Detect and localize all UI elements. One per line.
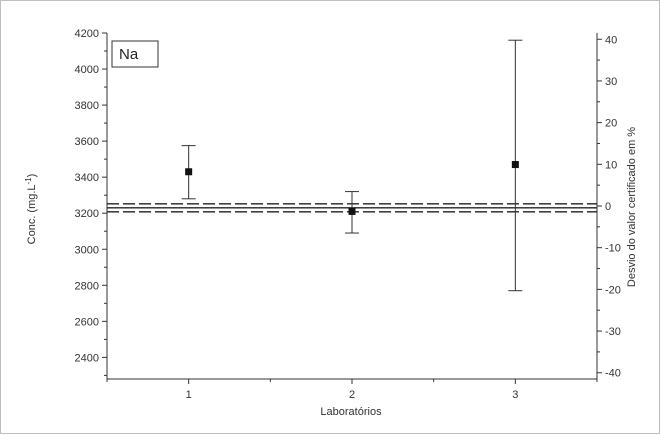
ticks-group: 2400260028003000320034003600380040004200… xyxy=(75,28,621,401)
y-tick-label: 3600 xyxy=(75,136,99,148)
inset-label: Na xyxy=(119,46,139,63)
inset-label-box: Na xyxy=(111,40,159,68)
data-point xyxy=(185,168,193,176)
y-axis-label-sup: -1 xyxy=(24,177,33,185)
y-tick-label: 3000 xyxy=(75,244,99,256)
y2-tick-label: 40 xyxy=(605,34,617,46)
y-tick-label: 3800 xyxy=(75,100,99,112)
y-tick-label: 3400 xyxy=(75,172,99,184)
y2-tick-label: 20 xyxy=(605,118,617,130)
y-tick-label: 4200 xyxy=(75,28,99,40)
data-marks-group xyxy=(181,39,523,292)
y2-tick-label: 0 xyxy=(605,201,611,213)
y-axis-label-main: Conc. (mg.L xyxy=(26,184,38,244)
y-tick-label: 2800 xyxy=(75,280,99,292)
y-tick-label: 4000 xyxy=(75,64,99,76)
y-axis-label: Conc. (mg.L-1) xyxy=(24,174,39,245)
y-tick-label: 2400 xyxy=(75,352,99,364)
y2-tick-label: -30 xyxy=(605,326,621,338)
data-point xyxy=(348,207,356,215)
y2-tick-label: -20 xyxy=(605,284,621,296)
x-axis-label: Laboratórios xyxy=(320,406,382,418)
x-tick-label: 1 xyxy=(186,389,192,401)
data-point xyxy=(511,161,519,169)
y2-axis-label: Desvio do valor certificado em % xyxy=(626,127,638,287)
y2-tick-label: -40 xyxy=(605,368,621,380)
y-tick-label: 2600 xyxy=(75,316,99,328)
y2-tick-label: 10 xyxy=(605,159,617,171)
y-axis-label-close: ) xyxy=(26,174,38,178)
x-tick-label: 2 xyxy=(349,389,355,401)
x-tick-label: 3 xyxy=(512,389,518,401)
y2-tick-label: -10 xyxy=(605,243,621,255)
y-tick-label: 3200 xyxy=(75,208,99,220)
y2-tick-label: 30 xyxy=(605,76,617,88)
